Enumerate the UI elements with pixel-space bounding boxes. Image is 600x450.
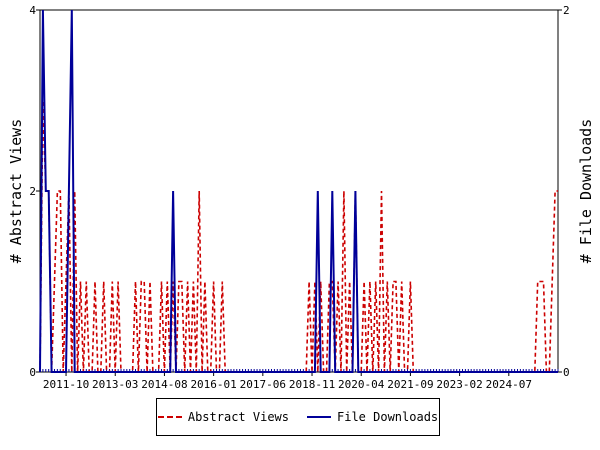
- y-axis-right-title: # File Downloads: [577, 119, 595, 264]
- legend-label-abstract-views: Abstract Views: [187, 410, 289, 424]
- y-left-tick-label: 2: [29, 185, 36, 198]
- y-axis-left-title: # Abstract Views: [7, 119, 25, 264]
- series-layer: [39, 9, 558, 373]
- x-tick-label: 2017-06: [240, 378, 286, 391]
- y-right-tick-label: 0: [563, 366, 570, 379]
- legend-label-file-downloads: File Downloads: [337, 410, 439, 424]
- y-left-tick-label: 4: [29, 4, 36, 17]
- x-tick-label: 2021-09: [387, 378, 433, 391]
- y-axis-left: 0 2 4: [29, 4, 40, 379]
- x-tick-label: 2023-02: [436, 378, 482, 391]
- plot-area: [39, 9, 559, 373]
- x-tick-label: 2014-08: [141, 378, 187, 391]
- x-tick-label: 2013-03: [92, 378, 138, 391]
- y-left-tick-label: 0: [29, 366, 36, 379]
- x-tick-label: 2018-11: [289, 378, 335, 391]
- x-tick-label: 2024-07: [486, 378, 532, 391]
- x-axis: 2011-10 2013-03 2014-08 2016-01 2017-06 2018-…: [39, 369, 559, 391]
- legend-item-abstract-views: Abstract Views: [157, 410, 289, 424]
- legend-swatch-file-downloads: [307, 416, 331, 418]
- y-axis-right: 02: [558, 4, 570, 379]
- y-right-tick-label: 2: [563, 4, 570, 17]
- x-tick-label: 2016-01: [190, 378, 236, 391]
- legend: Abstract Views File Downloads: [156, 398, 440, 436]
- legend-item-file-downloads: File Downloads: [307, 410, 438, 424]
- series-line-file-downloads: [39, 9, 558, 373]
- legend-swatch-abstract-views: [157, 416, 182, 418]
- x-tick-label: 2020-04: [338, 378, 385, 391]
- x-tick-label: 2011-10: [43, 378, 89, 391]
